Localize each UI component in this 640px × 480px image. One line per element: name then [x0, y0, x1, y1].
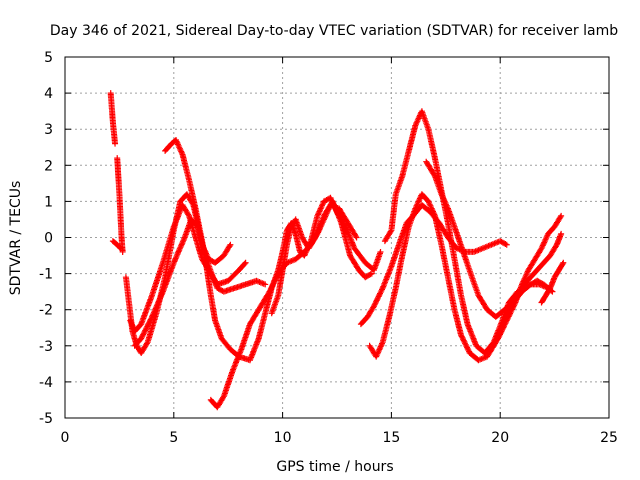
data-point-marker	[452, 307, 464, 337]
y-tick-label: 1	[44, 194, 53, 210]
y-tick-label: 3	[44, 122, 53, 138]
data-point-marker	[125, 292, 133, 315]
x-tick-labels: 0 5 10 15 20 25	[61, 430, 618, 446]
data-point-marker	[425, 126, 437, 159]
grid	[65, 57, 609, 418]
y-tick-label: 4	[44, 86, 53, 102]
data-point-marker	[386, 287, 398, 320]
data-point-marker	[108, 90, 116, 123]
y-tick-label: 2	[44, 158, 53, 174]
x-tick-label: 0	[61, 430, 70, 446]
y-tick-label: -2	[39, 303, 53, 319]
data-point-marker	[208, 292, 218, 322]
y-tick-label: 5	[44, 50, 53, 66]
y-tick-label: -5	[39, 411, 53, 427]
x-tick-label: 15	[382, 430, 400, 446]
x-tick-label: 10	[274, 430, 292, 446]
data-point-marker	[180, 152, 192, 182]
data-markers	[108, 90, 567, 410]
y-tick-labels: -5 -4 -3 -2 -1 0 1 2 3 4 5	[39, 50, 53, 427]
data-point-marker	[388, 193, 398, 234]
x-axis-label: GPS time / hours	[276, 459, 393, 475]
y-tick-label: 0	[44, 231, 53, 247]
x-tick-label: 20	[491, 430, 509, 446]
series-track-b	[114, 155, 125, 255]
series-track-e	[127, 202, 248, 334]
data-point-marker	[123, 274, 131, 297]
data-point-marker	[371, 250, 383, 273]
data-point-marker	[232, 282, 248, 291]
data-point-marker	[399, 149, 411, 179]
y-tick-label: -3	[39, 339, 53, 355]
y-axis-label: SDTVAR / TECUs	[8, 181, 24, 296]
data-point-marker	[243, 278, 259, 287]
data-point-marker	[393, 175, 405, 198]
x-tick-label: 25	[600, 430, 618, 446]
series-track-m	[423, 159, 555, 320]
sdtvar-chart: Day 346 of 2021, Sidereal Day-to-day VTE…	[0, 0, 640, 480]
chart-title: Day 346 of 2021, Sidereal Day-to-day VTE…	[50, 23, 618, 39]
data-point-marker	[114, 155, 121, 178]
data-point-marker	[469, 274, 481, 297]
data-point-marker	[380, 315, 392, 345]
y-tick-label: -1	[39, 267, 53, 283]
series-track-a	[108, 90, 118, 147]
y-tick-label: -4	[39, 375, 53, 391]
data-point-marker	[406, 124, 418, 154]
data-point-marker	[110, 119, 118, 145]
x-tick-label: 5	[169, 430, 178, 446]
